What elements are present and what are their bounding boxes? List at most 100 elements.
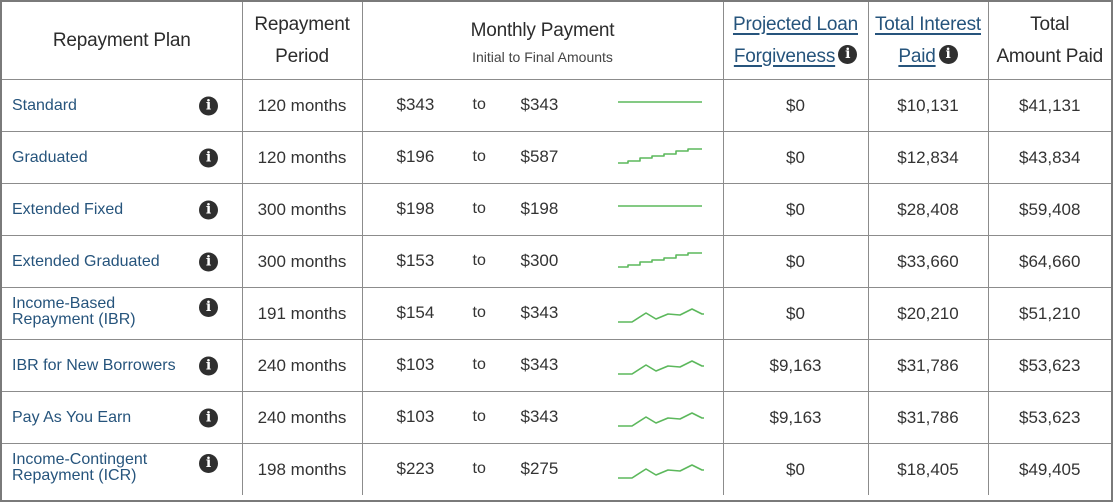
total-cell: $51,210 (987, 287, 1111, 340)
info-icon[interactable]: i (838, 44, 858, 64)
forgiveness-cell: $0 (722, 235, 869, 288)
info-icon[interactable]: i (199, 408, 218, 427)
period-cell: 300 months (241, 235, 363, 288)
table-row: Income-Contingent Repayment (ICR) i 198 … (2, 443, 1111, 495)
header-monthly-title: Monthly Payment (470, 19, 615, 41)
interest-cell: $28,408 (867, 183, 989, 236)
interest-cell: $33,660 (867, 235, 989, 288)
header-interest-link-line1[interactable]: Total Interest (875, 13, 981, 35)
plan-cell: Extended Graduated i (2, 235, 243, 288)
header-total-amount: Total Amount Paid (987, 2, 1111, 80)
header-total-line1: Total (1030, 13, 1070, 35)
plan-cell: Income-Contingent Repayment (ICR) i (2, 443, 243, 495)
header-forgiveness-link-line1[interactable]: Projected Loan (732, 13, 858, 35)
plan-name[interactable]: Graduated (12, 148, 88, 166)
plan-name[interactable]: Extended Graduated (12, 252, 160, 270)
period-cell: 191 months (241, 287, 363, 340)
interest-cell: $10,131 (867, 79, 989, 132)
interest-cell: $12,834 (867, 131, 989, 184)
to-label: to (472, 460, 486, 477)
plan-name[interactable]: IBR for New Borrowers (12, 356, 176, 374)
plan-name[interactable]: Extended Fixed (12, 200, 124, 218)
initial-amount: $154 (396, 303, 435, 322)
plan-name[interactable]: Standard (12, 96, 77, 114)
interest-cell: $18,405 (867, 443, 989, 495)
plan-cell: Extended Fixed i (2, 183, 243, 236)
table-row: Income-Based Repayment (IBR) i 191 month… (2, 287, 1111, 340)
header-period-line2: Period (275, 45, 329, 67)
plan-name[interactable]: Income-Based Repayment (IBR) (12, 296, 136, 328)
period-cell: 120 months (241, 131, 363, 184)
payment-trend-sparkline (617, 148, 702, 164)
forgiveness-cell: $0 (722, 287, 869, 340)
final-amount: $343 (520, 303, 559, 322)
monthly-payment-cell: $103 to $343 (361, 339, 724, 392)
final-amount: $275 (520, 459, 559, 478)
table-row: Standard i 120 months $343 to $343 $0 $1… (2, 79, 1111, 132)
payment-trend-sparkline (617, 412, 704, 427)
repayment-plans-table: Repayment Plan Repayment Period Monthly … (2, 2, 1111, 495)
to-label: to (472, 96, 486, 113)
header-plan-label: Repayment Plan (52, 29, 191, 51)
forgiveness-cell: $0 (722, 79, 869, 132)
payment-trend-sparkline (617, 252, 702, 268)
to-label: to (472, 148, 486, 165)
forgiveness-cell: $0 (722, 183, 869, 236)
info-icon[interactable]: i (199, 96, 218, 115)
plan-cell: Pay As You Earn i (2, 391, 243, 444)
header-total-interest: Total Interest Paid i (867, 2, 989, 80)
info-icon[interactable]: i (199, 298, 218, 317)
initial-amount: $343 (396, 95, 435, 114)
header-period: Repayment Period (241, 2, 363, 80)
final-amount: $343 (520, 95, 559, 114)
payment-trend-sparkline (617, 308, 704, 323)
total-cell: $49,405 (987, 443, 1111, 495)
period-cell: 300 months (241, 183, 363, 236)
header-period-line1: Repayment (254, 13, 350, 35)
payment-trend-sparkline (617, 101, 702, 103)
plan-cell: Graduated i (2, 131, 243, 184)
total-cell: $41,131 (987, 79, 1111, 132)
table-row: Graduated i 120 months $196 to $587 $0 $… (2, 131, 1111, 184)
header-total-line2: Amount Paid (996, 45, 1104, 67)
header-forgiveness: Projected Loan Forgiveness i (722, 2, 869, 80)
header-interest-link-line2[interactable]: Paid (898, 45, 936, 67)
info-icon[interactable]: i (199, 148, 218, 167)
to-label: to (472, 252, 486, 269)
table-row: IBR for New Borrowers i 240 months $103 … (2, 339, 1111, 392)
to-label: to (472, 408, 486, 425)
monthly-payment-cell: $196 to $587 (361, 131, 724, 184)
table-row: Extended Fixed i 300 months $198 to $198… (2, 183, 1111, 236)
header-monthly-subtitle: Initial to Final Amounts (472, 48, 613, 65)
plan-name[interactable]: Income-Contingent Repayment (ICR) (12, 452, 148, 484)
header-forgiveness-link-line2[interactable]: Forgiveness (733, 45, 836, 67)
to-label: to (472, 304, 486, 321)
forgiveness-cell: $9,163 (722, 391, 869, 444)
header-plan: Repayment Plan (2, 2, 243, 80)
info-icon[interactable]: i (199, 454, 218, 473)
info-icon[interactable]: i (199, 200, 218, 219)
payment-trend-sparkline (617, 205, 702, 207)
interest-cell: $20,210 (867, 287, 989, 340)
period-cell: 240 months (241, 391, 363, 444)
to-label: to (472, 356, 486, 373)
total-cell: $64,660 (987, 235, 1111, 288)
initial-amount: $103 (396, 407, 435, 426)
monthly-payment-cell: $343 to $343 (361, 79, 724, 132)
info-icon[interactable]: i (199, 356, 218, 375)
forgiveness-cell: $9,163 (722, 339, 869, 392)
payment-trend-sparkline (617, 464, 704, 479)
final-amount: $343 (520, 407, 559, 426)
period-cell: 198 months (241, 443, 363, 495)
plan-cell: Standard i (2, 79, 243, 132)
plan-name[interactable]: Pay As You Earn (12, 408, 132, 426)
table-row: Pay As You Earn i 240 months $103 to $34… (2, 391, 1111, 444)
plan-cell: IBR for New Borrowers i (2, 339, 243, 392)
info-icon[interactable]: i (938, 44, 958, 64)
initial-amount: $103 (396, 355, 435, 374)
interest-cell: $31,786 (867, 391, 989, 444)
monthly-payment-cell: $154 to $343 (361, 287, 724, 340)
table-row: Extended Graduated i 300 months $153 to … (2, 235, 1111, 288)
info-icon[interactable]: i (199, 252, 218, 271)
